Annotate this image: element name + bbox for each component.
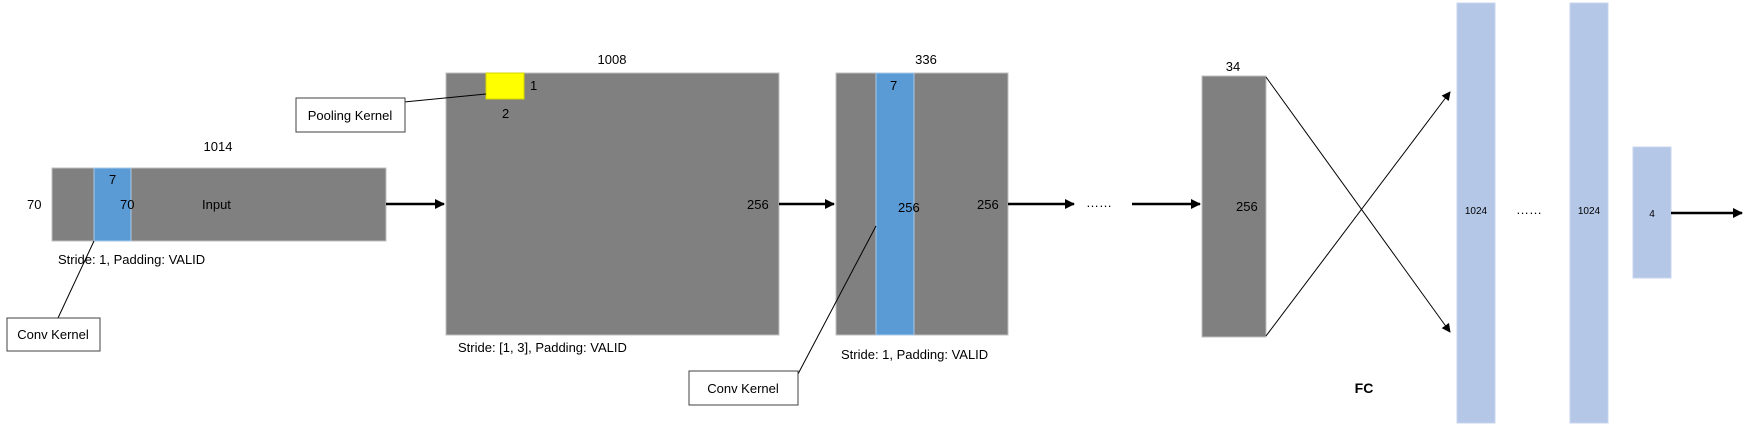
final-height-label: 256 bbox=[1236, 199, 1258, 214]
final-width-label: 34 bbox=[1226, 59, 1240, 74]
pool1-feature-map bbox=[835, 72, 1009, 336]
pooling-callout-text: Pooling Kernel bbox=[308, 108, 393, 123]
pool1-callout-leader bbox=[797, 225, 877, 375]
conv1-stride-caption: Stride: [1, 3], Padding: VALID bbox=[458, 340, 627, 355]
fc-layer-2-label: 1024 bbox=[1578, 206, 1601, 217]
fc-output-layer bbox=[1632, 146, 1672, 279]
fc-layers: 1024 …… 1024 4 bbox=[1456, 2, 1672, 424]
pool1-callout-text: Conv Kernel bbox=[707, 381, 779, 396]
input-callout-text: Conv Kernel bbox=[17, 327, 89, 342]
pool-map-1: 336 7 256 256 Stride: 1, Padding: VALID … bbox=[688, 52, 1009, 406]
conv1-feature-map bbox=[445, 72, 780, 336]
conv1-width-label: 1008 bbox=[598, 52, 627, 67]
pooling-kernel bbox=[485, 72, 525, 100]
pooling-kernel-callout bbox=[295, 97, 406, 133]
fc-label: FC bbox=[1355, 380, 1374, 396]
pool1-width-label: 336 bbox=[915, 52, 937, 67]
pool1-conv-kernel bbox=[875, 72, 915, 336]
pool1-conv-kernel-callout bbox=[688, 370, 799, 406]
conv-map-1: 1008 256 1 2 Pooling Kernel Stride: [1, … bbox=[295, 52, 780, 355]
fc-layer-1 bbox=[1456, 2, 1496, 424]
pool1-kernel-height-label: 256 bbox=[898, 200, 920, 215]
final-feature-map bbox=[1201, 75, 1267, 338]
pooling-kernel-side-label: 2 bbox=[502, 106, 509, 121]
pooling-kernel-top-label: 1 bbox=[530, 78, 537, 93]
input-stride-caption: Stride: 1, Padding: VALID bbox=[58, 252, 205, 267]
input-kernel-width-label: 7 bbox=[109, 172, 116, 187]
fc-layer-1-label: 1024 bbox=[1465, 206, 1488, 217]
input-width-label: 1014 bbox=[204, 139, 233, 154]
input-block: 1014 70 7 70 Input Stride: 1, Padding: V… bbox=[6, 139, 387, 352]
input-conv-kernel bbox=[93, 167, 132, 242]
pooling-callout-leader bbox=[403, 93, 487, 103]
input-kernel-height-label: 70 bbox=[120, 197, 134, 212]
input-height-label: 70 bbox=[27, 197, 41, 212]
input-name-label: Input bbox=[202, 197, 231, 212]
fc-layer-2 bbox=[1569, 2, 1609, 424]
middle-ellipsis: …… bbox=[1086, 195, 1112, 210]
conv1-height-label: 256 bbox=[747, 197, 769, 212]
fc-connection-bottom bbox=[1265, 91, 1451, 337]
pool1-stride-caption: Stride: 1, Padding: VALID bbox=[841, 347, 988, 362]
final-map: 34 256 bbox=[1201, 59, 1267, 338]
pool1-kernel-width-label: 7 bbox=[890, 78, 897, 93]
fc-output-label: 4 bbox=[1649, 209, 1655, 220]
input-callout-leader bbox=[57, 240, 95, 319]
fc-connection-top bbox=[1265, 76, 1451, 333]
fc-ellipsis: …… bbox=[1516, 202, 1542, 217]
pool1-height-label: 256 bbox=[977, 197, 999, 212]
input-conv-kernel-callout bbox=[6, 317, 101, 352]
